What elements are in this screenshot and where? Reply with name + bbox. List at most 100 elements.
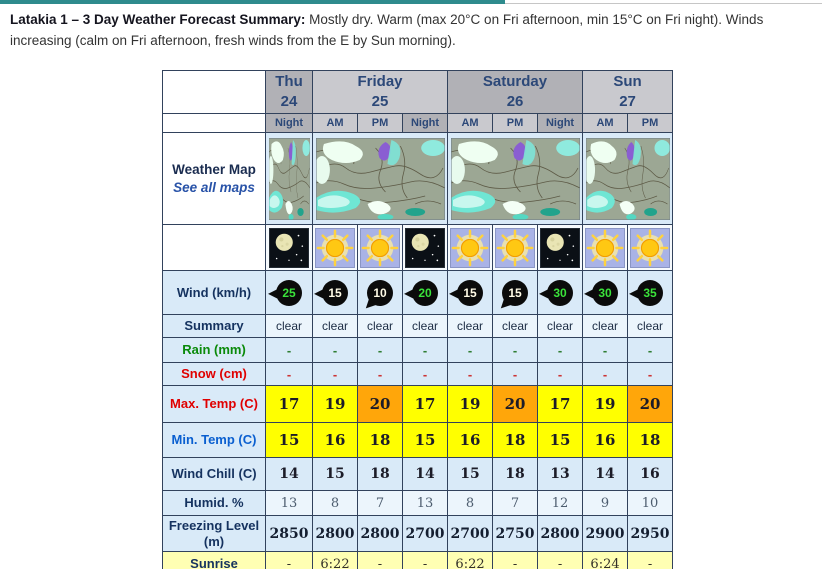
wind-chill-cell: 14 xyxy=(582,457,629,491)
summary-cell: clear xyxy=(537,314,584,338)
day-header-friday[interactable]: Friday 25 xyxy=(311,70,449,114)
rain-cell: - xyxy=(447,337,494,363)
summary-cell: clear xyxy=(265,314,313,338)
wind-speed: 15 xyxy=(463,285,477,300)
freezing-level-cell: 2800 xyxy=(312,515,358,552)
humidity-cell: 12 xyxy=(537,490,584,516)
condition-cell xyxy=(627,224,674,271)
humidity-row-label: Humid. % xyxy=(162,490,266,516)
condition-cell xyxy=(357,224,403,271)
period-header: PM xyxy=(492,113,539,133)
wind-arrow-icon: ◀ xyxy=(404,285,414,300)
wind-chill-cell: 15 xyxy=(312,457,358,491)
humidity-cell: 13 xyxy=(265,490,313,516)
weather-map-thumbnail-saturday[interactable] xyxy=(447,132,584,225)
humidity-cell: 8 xyxy=(447,490,494,516)
rain-cell: - xyxy=(265,337,313,363)
wind-arrow-icon: ◀ xyxy=(584,285,594,300)
wind-cell: ◀ 15 xyxy=(312,270,358,315)
sunrise-cell: 6:24 xyxy=(582,551,629,569)
humidity-cell: 7 xyxy=(492,490,539,516)
max-temp-cell: 17 xyxy=(401,385,449,423)
sun-icon xyxy=(631,229,669,267)
wind-cell: ◀ 15 xyxy=(447,270,494,315)
forecast-summary-body: Mostly dry. Warm (max 20°C on Fri aftern… xyxy=(10,12,764,48)
snow-cell: - xyxy=(401,362,449,386)
wind-direction-badge: ◀ 30 xyxy=(584,279,619,306)
period-header: Night xyxy=(265,113,313,133)
wind-cell: ◀ 20 xyxy=(401,270,449,315)
max-temp-cell: 20 xyxy=(357,385,403,423)
top-accent-bar xyxy=(0,0,505,4)
day-header-saturday[interactable]: Saturday 26 xyxy=(447,70,584,114)
freezing-level-row-label: Freezing Level (m) xyxy=(162,515,266,552)
sunrise-cell: 6:22 xyxy=(447,551,494,569)
max-temp-cell: 20 xyxy=(627,385,674,423)
min-temp-cell: 15 xyxy=(265,422,313,458)
wind-arrow-icon: ◀ xyxy=(314,285,324,300)
period-header: Night xyxy=(401,113,449,133)
rain-cell: - xyxy=(401,337,449,363)
rain-cell: - xyxy=(627,337,674,363)
summary-cell: clear xyxy=(582,314,629,338)
wind-speed: 30 xyxy=(598,285,612,300)
condition-icon-row xyxy=(162,224,674,271)
day-header-thu[interactable]: Thu 24 xyxy=(265,70,313,114)
wind-chill-cell: 18 xyxy=(357,457,403,491)
wind-cell: ◀ 30 xyxy=(582,270,629,315)
sunrise-cell: - xyxy=(492,551,539,569)
summary-cell: clear xyxy=(627,314,674,338)
sun-icon xyxy=(586,229,624,267)
sun-icon xyxy=(361,229,399,267)
min-temp-cell: 16 xyxy=(447,422,494,458)
max-temp-row-label: Max. Temp (C) xyxy=(162,385,266,423)
freezing-level-cell: 2950 xyxy=(627,515,674,552)
weather-map-thumbnail-friday[interactable] xyxy=(311,132,449,225)
sunrise-row: Sunrise - 6:22 - - 6:22 - - 6:24 - xyxy=(162,551,674,569)
wind-arrow-icon: ◀ xyxy=(539,285,549,300)
period-header: AM xyxy=(447,113,494,133)
wind-direction-badge: ◀ 15 xyxy=(449,279,484,306)
summary-cell: clear xyxy=(401,314,449,338)
wind-speed: 10 xyxy=(373,285,387,300)
wind-cell: ◀ 10 xyxy=(357,270,403,315)
wind-speed: 15 xyxy=(328,285,342,300)
sunrise-row-label: Sunrise xyxy=(162,551,266,569)
wind-chill-cell: 13 xyxy=(537,457,584,491)
wind-arrow-icon: ◀ xyxy=(268,285,278,300)
snow-row: Snow (cm) - - - - - - - - - xyxy=(162,362,674,386)
weather-map-thumbnail-thu[interactable] xyxy=(265,132,313,225)
freezing-level-cell: 2700 xyxy=(447,515,494,552)
weather-map-row: Weather Map See all maps xyxy=(162,132,674,225)
wind-cell: ◀ 25 xyxy=(265,270,313,315)
weather-map-thumbnail-sun[interactable] xyxy=(582,132,674,225)
wind-speed: 15 xyxy=(508,285,522,300)
freezing-level-cell: 2800 xyxy=(357,515,403,552)
sunrise-cell: - xyxy=(357,551,403,569)
wind-arrow-icon: ◀ xyxy=(449,285,459,300)
moon-icon xyxy=(541,229,579,267)
wind-chill-row: Wind Chill (C) 14 15 18 14 15 18 13 14 1… xyxy=(162,457,674,491)
snow-cell: - xyxy=(312,362,358,386)
condition-cell xyxy=(312,224,358,271)
see-all-maps-link[interactable]: See all maps xyxy=(173,179,255,195)
wind-direction-badge: ◀ 15 xyxy=(495,279,529,312)
wind-chill-cell: 15 xyxy=(447,457,494,491)
wind-chill-cell: 14 xyxy=(265,457,313,491)
snow-cell: - xyxy=(265,362,313,386)
min-temp-cell: 18 xyxy=(627,422,674,458)
day-header-sun[interactable]: Sun 27 xyxy=(582,70,674,114)
summary-cell: clear xyxy=(312,314,358,338)
wind-direction-badge: ◀ 30 xyxy=(539,279,574,306)
wind-speed: 30 xyxy=(553,285,567,300)
rain-cell: - xyxy=(582,337,629,363)
min-temp-cell: 15 xyxy=(537,422,584,458)
weather-map-image xyxy=(586,138,670,220)
weather-map-image xyxy=(451,138,580,220)
rain-cell: - xyxy=(537,337,584,363)
max-temp-cell: 19 xyxy=(447,385,494,423)
freezing-level-cell: 2900 xyxy=(582,515,629,552)
condition-cell xyxy=(492,224,539,271)
moon-icon xyxy=(406,229,444,267)
condition-cell xyxy=(537,224,584,271)
